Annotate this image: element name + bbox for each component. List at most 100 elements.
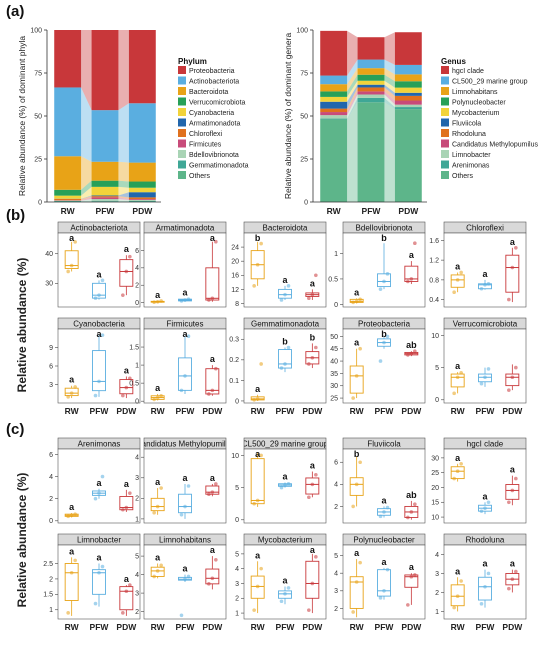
significance-letter-pfw: a: [182, 564, 188, 574]
legend-label-rhodoluna: Rhodoluna: [452, 131, 486, 138]
y-tick-label: 0: [38, 200, 42, 207]
flow-polynucleobacter-1: [384, 74, 395, 88]
point-rw: [455, 375, 460, 380]
point-pfw: [378, 287, 383, 291]
y-tick-label: 3: [135, 591, 139, 598]
significance-letter-pfw: a: [96, 553, 102, 563]
y-tick-label: 10: [431, 514, 439, 521]
stacked-bar-charts: 0 25 50 75 100 RW PFW PDW Relative abundance (%)…: [17, 28, 538, 217]
flow-actinobacteriota-0: [81, 87, 92, 162]
x-tick-label-rw: RW: [451, 406, 466, 416]
point-pfw: [183, 504, 187, 509]
bar-proteobacteria-rw: [54, 30, 82, 88]
flow-bacteroidota-0: [81, 156, 92, 190]
point-rw: [351, 504, 355, 509]
legend-label-chloroflexi: Chloroflexi: [189, 131, 223, 138]
y-tick-label: 50: [34, 114, 42, 121]
y-tick-label: 30: [330, 383, 338, 390]
y-tick-label: 3: [49, 382, 53, 389]
point-pfw: [385, 272, 390, 276]
significance-letter-rw: a: [455, 566, 461, 576]
y-tick-label: 4: [135, 572, 139, 579]
significance-letter-rw: a: [155, 383, 161, 393]
y-tick-label: 20: [231, 259, 239, 266]
facet-cyanobacteria: Cyanobacteria 3 6 9 a RW a PFW a PDW: [49, 317, 141, 416]
x-tick-label-rw: RW: [151, 622, 166, 632]
bar-verrucomicrobiota-pfw: [91, 180, 119, 187]
flow-polynucleobacter-0: [347, 74, 358, 97]
facet-title: Gemmatimonadota: [251, 319, 320, 328]
point-pdw: [214, 239, 218, 244]
legend-swatch-arenimonas: [441, 160, 449, 169]
facet-gemmatimonadota: Gemmatimonadota 0 0.1 0.2 0.3 a RW b PFW b PDW: [229, 317, 327, 416]
point-pfw: [385, 567, 390, 572]
facet-title: CL500_29 marine group: [242, 439, 329, 448]
point-rw: [73, 385, 77, 389]
y-tick-label: 24: [231, 244, 239, 251]
significance-letter-pfw: b: [282, 337, 288, 347]
y-tick-label: 40: [330, 358, 338, 365]
point-pdw: [406, 353, 410, 357]
y-tick-label: 30: [45, 281, 53, 288]
bar-fluviicola-pfw: [357, 84, 385, 88]
bar-armatimonadota-pfw: [91, 195, 119, 197]
y-tick-label: 45: [330, 346, 338, 353]
bar-polynucleobacter-pfw: [357, 74, 385, 81]
point-rw: [252, 608, 256, 612]
y-tick-label: 0: [235, 398, 239, 405]
box-pfw: [178, 493, 192, 514]
point-pdw: [121, 507, 125, 512]
point-pfw: [479, 381, 484, 386]
point-pdw: [507, 500, 511, 505]
y-tick-label: 25: [300, 157, 308, 164]
point-rw: [459, 370, 463, 375]
facet-bdellovibrionota: Bdellovibrionota 0 0.5 1 a b a: [328, 221, 426, 309]
y-tick-label: 5: [334, 553, 338, 560]
bar-cl500-29-marine-group-pdw: [394, 64, 422, 75]
box-pfw: [92, 282, 106, 299]
point-rw: [255, 397, 260, 401]
legend-label-gemmatimonadota: Gemmatimonadota: [189, 163, 249, 170]
significance-letter-rw: a: [155, 553, 161, 563]
significance-letter-pdw: a: [310, 545, 316, 555]
significance-letter-pfw: a: [482, 491, 488, 501]
significance-letter-rw: a: [255, 449, 261, 459]
legend-swatch-limnohabitans: [441, 87, 449, 95]
point-pdw: [413, 241, 417, 246]
point-rw: [255, 262, 260, 267]
y-tick-label: 20: [431, 485, 439, 492]
bar-proteobacteria-pfw: [91, 30, 119, 111]
point-pdw: [310, 292, 315, 297]
x-tick-label-rw: RW: [251, 406, 266, 416]
point-pfw: [97, 491, 101, 495]
facet-mycobacterium: Mycobacterium 1 2 3 4 5 a RW a PFW a PDW: [235, 533, 327, 632]
point-pfw: [378, 596, 383, 600]
bar-cyanobacteria-pdw: [128, 187, 156, 193]
point-pdw: [510, 577, 515, 581]
significance-letter-rw: a: [69, 375, 75, 385]
bar-actinobacteriota-rw: [54, 87, 82, 157]
box-pfw: [92, 350, 106, 392]
point-pfw: [93, 296, 98, 300]
bar-limnohabitans-pdw: [394, 74, 422, 82]
box-pdw: [119, 586, 134, 611]
point-rw: [155, 569, 160, 573]
point-rw: [73, 512, 77, 516]
point-pdw: [210, 576, 215, 581]
legend-swatch-hgci-clade: [441, 66, 449, 74]
box-pdw: [404, 265, 419, 282]
bar-arenimonas-rw: [320, 118, 348, 120]
bar-armatimonadota-pdw: [128, 192, 156, 198]
legend-label-bacteroidota: Bacteroidota: [189, 89, 228, 96]
point-rw: [255, 498, 260, 503]
point-pfw: [100, 278, 105, 283]
point-rw: [459, 579, 463, 583]
y-tick-label: 4: [49, 474, 53, 481]
significance-letter-rw: a: [255, 384, 261, 394]
y-tick-label: 0.5: [129, 381, 139, 388]
point-rw: [159, 563, 163, 568]
bar-chloroflexi-rw: [54, 198, 82, 201]
x-tick-label-pfw: PFW: [476, 406, 496, 416]
facet-cl500-29-marine-group: CL500_29 marine group 0 5 10 a a a: [231, 437, 329, 524]
legend-swatch-bacteroidota: [178, 87, 186, 95]
